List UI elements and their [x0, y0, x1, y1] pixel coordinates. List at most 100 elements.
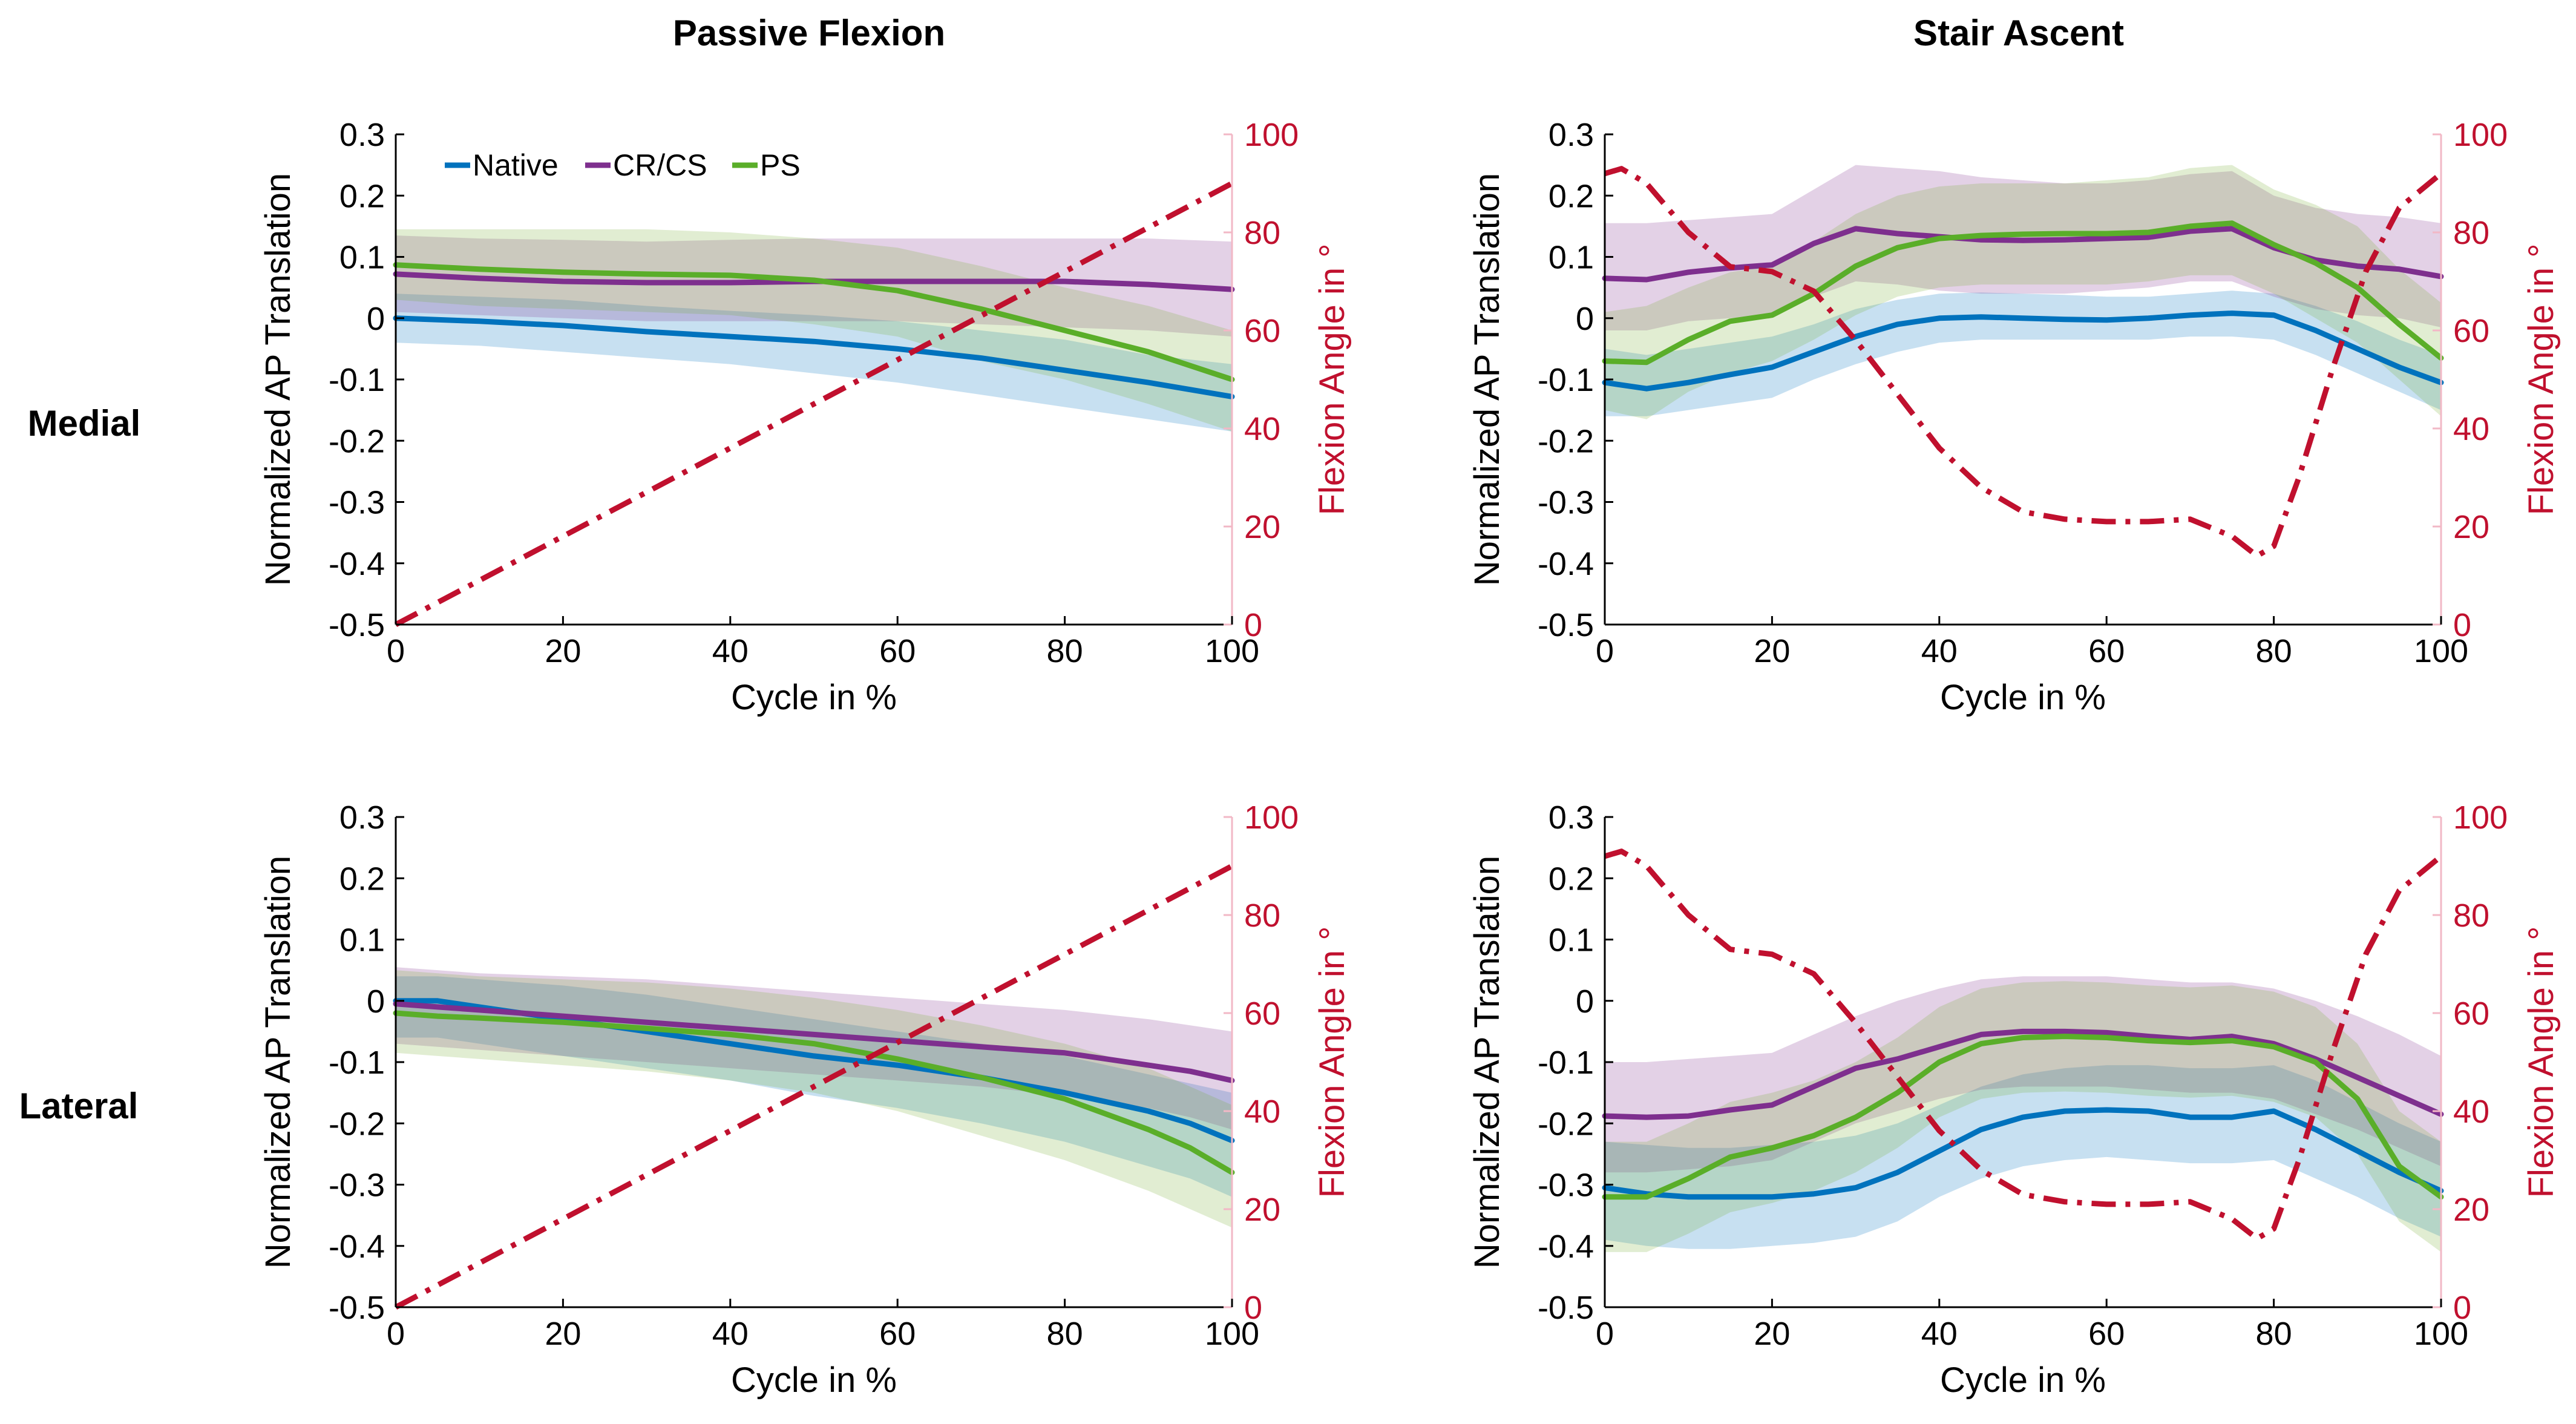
y2-tick-label: 80	[1244, 897, 1280, 934]
y2-tick-label: 80	[2453, 897, 2489, 934]
x-tick-label: 80	[1047, 633, 1083, 669]
y-tick-label: -0.3	[1538, 1167, 1594, 1204]
series-line-cr_cs	[393, 1001, 1235, 1083]
row-label-medial: Medial	[28, 403, 141, 444]
column-title-stair-ascent: Stair Ascent	[1913, 13, 2124, 53]
x-tick-label: 100	[1205, 1316, 1259, 1352]
flexion-angle-line	[394, 864, 1234, 1310]
band-cr_cs	[1605, 976, 2441, 1173]
y2-tick-label: 100	[2453, 117, 2508, 153]
x-tick-label: 40	[1921, 1316, 1958, 1352]
legend: Native CR/CS PS	[445, 148, 801, 182]
y2-axis-label: Flexion Angle in °	[2522, 244, 2561, 516]
x-tick-label: 100	[2414, 633, 2468, 669]
y-tick-label: 0	[367, 301, 385, 337]
y-tick-label: -0.5	[329, 607, 385, 643]
y-tick-label: 0	[1576, 983, 1594, 1020]
y-tick-label: -0.4	[1538, 546, 1594, 582]
x-tick-label: 40	[1921, 633, 1958, 669]
y-tick-label: 0.2	[1549, 861, 1594, 897]
y-tick-label: -0.1	[1538, 1045, 1594, 1081]
series-line-ps	[393, 262, 1235, 382]
legend-label-cr_cs: CR/CS	[613, 148, 707, 182]
y-tick-label: -0.5	[1538, 607, 1594, 643]
x-tick-label: 20	[1754, 1316, 1790, 1352]
y-tick-label: 0.2	[1549, 178, 1594, 214]
y2-tick-label: 20	[1244, 509, 1280, 545]
y-axis-label: Normalized AP Translation	[1467, 173, 1507, 586]
y-tick-label: 0.3	[1549, 117, 1594, 153]
chart-medial-stair: 0.3 0.2 0.1 0 -0.1 -0.2 -0.3 -0.4 -0.5 100 80 60 40 2…	[1467, 117, 2561, 717]
y-tick-label: -0.4	[329, 1229, 385, 1265]
legend-label-native: Native	[473, 148, 559, 182]
y-tick-label: 0	[1576, 301, 1594, 337]
y2-tick-label: 0	[1244, 1290, 1262, 1326]
y-tick-label: 0.1	[339, 240, 385, 276]
x-tick-label: 20	[545, 633, 581, 669]
y2-tick-label: 20	[2453, 1192, 2489, 1228]
y-tick-label: -0.4	[329, 546, 385, 582]
y-tick-label: -0.2	[329, 1106, 385, 1142]
y-tick-label: 0	[367, 983, 385, 1020]
x-axis-label: Cycle in %	[731, 678, 897, 717]
x-tick-label: 80	[1047, 1316, 1083, 1352]
y-axis-label: Normalized AP Translation	[258, 173, 298, 586]
y-tick-label: -0.4	[1538, 1229, 1594, 1265]
y2-tick-label: 100	[1244, 117, 1299, 153]
x-tick-label: 0	[1596, 1316, 1614, 1352]
y-tick-label: 0.1	[1549, 240, 1594, 276]
y2-tick-label: 80	[1244, 215, 1280, 251]
y-tick-label: 0.3	[339, 799, 385, 836]
x-tick-label: 100	[1205, 633, 1259, 669]
series-line-ps	[1602, 220, 2444, 366]
x-tick-label: 0	[387, 1316, 405, 1352]
chart-panels: 0.3 0.2 0.1 0 -0.1 -0.2 -0.3 -0.4 -0.5 100 80 60 40 2…	[258, 117, 2561, 1400]
series-line-native	[393, 998, 1235, 1144]
series-line-ps	[1602, 1034, 2444, 1200]
y-tick-label: -0.1	[1538, 362, 1594, 398]
y2-tick-label: 0	[1244, 607, 1262, 643]
chart-lateral-passive: 0.3 0.2 0.1 0 -0.1 -0.2 -0.3 -0.4 -0.5 100 80 60 40 2…	[258, 799, 1352, 1400]
y-tick-label: 0.1	[1549, 922, 1594, 959]
series-line-ps	[393, 1010, 1235, 1175]
x-tick-label: 60	[2088, 633, 2125, 669]
y-tick-label: -0.1	[329, 362, 385, 398]
y2-tick-label: 0	[2453, 1290, 2471, 1326]
y2-tick-label: 60	[2453, 313, 2489, 349]
x-tick-label: 60	[879, 1316, 916, 1352]
y-tick-label: -0.2	[329, 423, 385, 459]
x-tick-label: 60	[2088, 1316, 2125, 1352]
x-tick-label: 40	[712, 633, 749, 669]
y-axis-label: Normalized AP Translation	[1467, 856, 1507, 1268]
band-cr_cs	[396, 235, 1232, 337]
y-tick-label: -0.2	[1538, 423, 1594, 459]
legend-label-ps: PS	[760, 148, 801, 182]
y2-tick-label: 20	[1244, 1192, 1280, 1228]
band-native	[1605, 1065, 2441, 1249]
x-tick-label: 80	[2256, 633, 2292, 669]
column-title-passive-flexion: Passive Flexion	[673, 13, 945, 53]
y2-tick-label: 60	[2453, 996, 2489, 1032]
x-axis-label: Cycle in %	[1940, 1360, 2106, 1400]
x-tick-label: 20	[545, 1316, 581, 1352]
y-tick-label: -0.1	[329, 1045, 385, 1081]
x-axis-label: Cycle in %	[1940, 678, 2106, 717]
x-tick-label: 100	[2414, 1316, 2468, 1352]
band-ps	[1605, 981, 2441, 1252]
y2-tick-label: 80	[2453, 215, 2489, 251]
x-tick-label: 0	[1596, 633, 1614, 669]
y-tick-label: 0.1	[339, 922, 385, 959]
y-tick-label: -0.5	[329, 1290, 385, 1326]
y-tick-label: 0.2	[339, 861, 385, 897]
series-line-native	[1602, 1107, 2444, 1200]
y2-tick-label: 40	[2453, 411, 2489, 447]
series-line-native	[393, 315, 1235, 399]
y-tick-label: -0.3	[329, 485, 385, 521]
x-tick-label: 60	[879, 633, 916, 669]
band-native	[1605, 290, 2441, 416]
y-axis-label: Normalized AP Translation	[258, 856, 298, 1268]
y2-axis-label: Flexion Angle in °	[1313, 927, 1352, 1198]
y2-axis-label: Flexion Angle in °	[1313, 244, 1352, 516]
series-line-native	[1602, 310, 2444, 392]
